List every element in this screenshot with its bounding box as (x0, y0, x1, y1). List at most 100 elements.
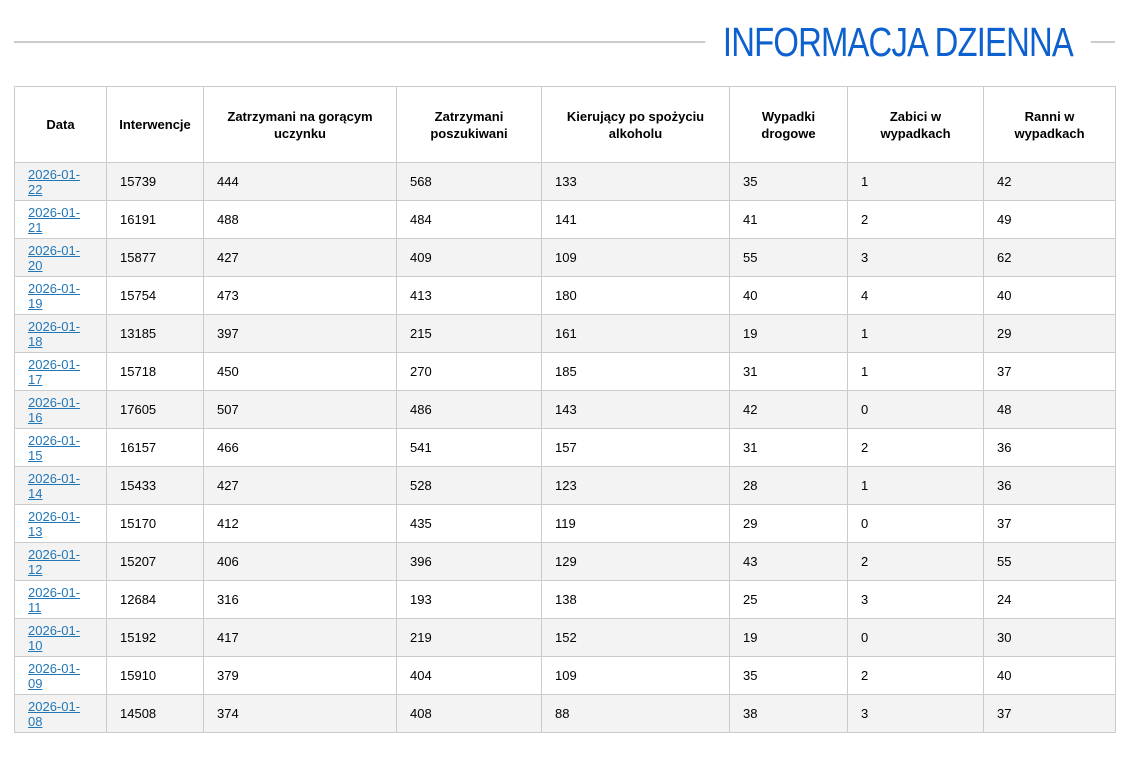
date-link[interactable]: 2026-01-11 (28, 584, 81, 615)
value-cell: 486 (396, 390, 542, 429)
value-cell: 404 (396, 656, 542, 695)
value-cell: 379 (203, 656, 397, 695)
date-link[interactable]: 2026-01-09 (28, 660, 81, 691)
value-cell: 568 (396, 162, 542, 201)
table-row: 2026-01-12 15207 406 396 129 43 2 55 (14, 542, 1116, 581)
table-row: 2026-01-20 15877 427 409 109 55 3 62 (14, 238, 1116, 277)
date-cell: 2026-01-13 (14, 504, 107, 543)
value-cell: 215 (396, 314, 542, 353)
value-cell: 29 (729, 504, 848, 543)
value-cell: 15192 (106, 618, 204, 657)
date-link[interactable]: 2026-01-15 (28, 432, 81, 463)
date-cell: 2026-01-18 (14, 314, 107, 353)
date-cell: 2026-01-15 (14, 428, 107, 467)
column-header-interwencje: Interwencje (106, 86, 204, 163)
header-rule (14, 41, 1115, 43)
column-header-ranni: Ranni w wypadkach (983, 86, 1116, 163)
value-cell: 15170 (106, 504, 204, 543)
value-cell: 37 (983, 352, 1116, 391)
column-header-zatrzymani-poszukiwani: Zatrzymani poszukiwani (396, 86, 542, 163)
value-cell: 17605 (106, 390, 204, 429)
value-cell: 15877 (106, 238, 204, 277)
value-cell: 1 (847, 466, 984, 505)
value-cell: 152 (541, 618, 730, 657)
table-body: 2026-01-22 15739 444 568 133 35 1 42 202… (14, 162, 1116, 733)
value-cell: 427 (203, 238, 397, 277)
table-row: 2026-01-08 14508 374 408 88 38 3 37 (14, 694, 1116, 733)
value-cell: 36 (983, 428, 1116, 467)
value-cell: 15754 (106, 276, 204, 315)
value-cell: 16157 (106, 428, 204, 467)
value-cell: 40 (729, 276, 848, 315)
value-cell: 15433 (106, 466, 204, 505)
value-cell: 19 (729, 618, 848, 657)
date-link[interactable]: 2026-01-13 (28, 508, 81, 539)
date-link[interactable]: 2026-01-12 (28, 546, 81, 577)
value-cell: 38 (729, 694, 848, 733)
value-cell: 374 (203, 694, 397, 733)
value-cell: 19 (729, 314, 848, 353)
value-cell: 129 (541, 542, 730, 581)
value-cell: 427 (203, 466, 397, 505)
date-link[interactable]: 2026-01-10 (28, 622, 81, 653)
date-link[interactable]: 2026-01-19 (28, 280, 81, 311)
value-cell: 13185 (106, 314, 204, 353)
value-cell: 49 (983, 200, 1116, 239)
date-link[interactable]: 2026-01-17 (28, 356, 81, 387)
value-cell: 30 (983, 618, 1116, 657)
value-cell: 28 (729, 466, 848, 505)
value-cell: 466 (203, 428, 397, 467)
value-cell: 397 (203, 314, 397, 353)
value-cell: 3 (847, 238, 984, 277)
value-cell: 2 (847, 656, 984, 695)
column-header-kierujacy-alkohol: Kierujący po spożyciu alkoholu (541, 86, 730, 163)
date-link[interactable]: 2026-01-21 (28, 204, 81, 235)
value-cell: 133 (541, 162, 730, 201)
value-cell: 25 (729, 580, 848, 619)
value-cell: 528 (396, 466, 542, 505)
table-row: 2026-01-11 12684 316 193 138 25 3 24 (14, 580, 1116, 619)
value-cell: 141 (541, 200, 730, 239)
page-title: INFORMACJA DZIENNA (705, 14, 1091, 70)
value-cell: 40 (983, 276, 1116, 315)
column-header-zatrzymani-goracym: Zatrzymani na gorącym uczynku (203, 86, 397, 163)
value-cell: 157 (541, 428, 730, 467)
value-cell: 161 (541, 314, 730, 353)
value-cell: 3 (847, 580, 984, 619)
value-cell: 2 (847, 542, 984, 581)
value-cell: 316 (203, 580, 397, 619)
value-cell: 4 (847, 276, 984, 315)
table-row: 2026-01-15 16157 466 541 157 31 2 36 (14, 428, 1116, 467)
value-cell: 0 (847, 390, 984, 429)
value-cell: 270 (396, 352, 542, 391)
table-row: 2026-01-09 15910 379 404 109 35 2 40 (14, 656, 1116, 695)
date-link[interactable]: 2026-01-16 (28, 394, 81, 425)
value-cell: 541 (396, 428, 542, 467)
value-cell: 119 (541, 504, 730, 543)
value-cell: 14508 (106, 694, 204, 733)
date-link[interactable]: 2026-01-08 (28, 698, 81, 729)
date-link[interactable]: 2026-01-14 (28, 470, 81, 501)
value-cell: 37 (983, 694, 1116, 733)
date-link[interactable]: 2026-01-22 (28, 166, 81, 197)
value-cell: 180 (541, 276, 730, 315)
date-cell: 2026-01-21 (14, 200, 107, 239)
value-cell: 109 (541, 656, 730, 695)
value-cell: 15207 (106, 542, 204, 581)
value-cell: 15718 (106, 352, 204, 391)
value-cell: 193 (396, 580, 542, 619)
column-header-data: Data (14, 86, 107, 163)
date-cell: 2026-01-20 (14, 238, 107, 277)
value-cell: 62 (983, 238, 1116, 277)
value-cell: 0 (847, 618, 984, 657)
date-link[interactable]: 2026-01-18 (28, 318, 81, 349)
date-cell: 2026-01-10 (14, 618, 107, 657)
date-link[interactable]: 2026-01-20 (28, 242, 81, 273)
value-cell: 36 (983, 466, 1116, 505)
date-cell: 2026-01-17 (14, 352, 107, 391)
table-header: Data Interwencje Zatrzymani na gorącym u… (14, 86, 1116, 163)
value-cell: 15739 (106, 162, 204, 201)
date-cell: 2026-01-16 (14, 390, 107, 429)
value-cell: 409 (396, 238, 542, 277)
table-row: 2026-01-16 17605 507 486 143 42 0 48 (14, 390, 1116, 429)
